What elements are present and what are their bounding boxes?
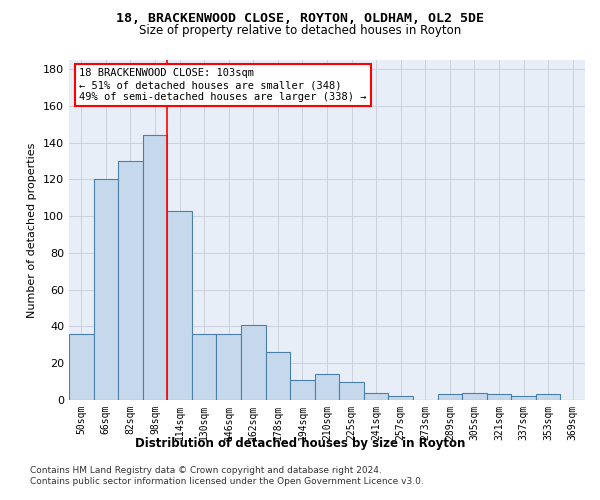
Bar xyxy=(437,394,462,400)
Bar xyxy=(388,396,413,400)
Text: Size of property relative to detached houses in Royton: Size of property relative to detached ho… xyxy=(139,24,461,37)
Text: 18, BRACKENWOOD CLOSE, ROYTON, OLDHAM, OL2 5DE: 18, BRACKENWOOD CLOSE, ROYTON, OLDHAM, O… xyxy=(116,12,484,26)
Bar xyxy=(143,136,167,400)
Bar xyxy=(462,392,487,400)
Text: Contains HM Land Registry data © Crown copyright and database right 2024.: Contains HM Land Registry data © Crown c… xyxy=(30,466,382,475)
Bar xyxy=(241,324,266,400)
Bar xyxy=(167,210,192,400)
Text: Contains public sector information licensed under the Open Government Licence v3: Contains public sector information licen… xyxy=(30,477,424,486)
Bar xyxy=(315,374,339,400)
Bar xyxy=(487,394,511,400)
Text: Distribution of detached houses by size in Royton: Distribution of detached houses by size … xyxy=(135,438,465,450)
Bar xyxy=(217,334,241,400)
Bar xyxy=(339,382,364,400)
Bar xyxy=(94,180,118,400)
Bar xyxy=(192,334,217,400)
Bar xyxy=(266,352,290,400)
Bar xyxy=(511,396,536,400)
Bar xyxy=(290,380,315,400)
Text: 18 BRACKENWOOD CLOSE: 103sqm
← 51% of detached houses are smaller (348)
49% of s: 18 BRACKENWOOD CLOSE: 103sqm ← 51% of de… xyxy=(79,68,367,102)
Y-axis label: Number of detached properties: Number of detached properties xyxy=(28,142,37,318)
Bar xyxy=(536,394,560,400)
Bar xyxy=(364,392,388,400)
Bar xyxy=(69,334,94,400)
Bar xyxy=(118,161,143,400)
